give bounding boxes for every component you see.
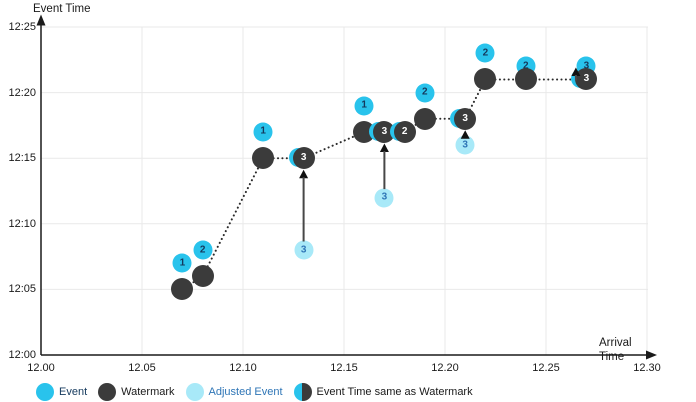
event-marker: 2 [415,83,435,103]
adjusted-marker: 3 [455,135,475,155]
legend-label-same-as-watermark: Event Time same as Watermark [316,386,473,398]
event-marker: 1 [253,122,273,142]
event-time-same-as-watermark-marker: 3 [288,147,315,170]
legend: Event Watermark Adjusted Event Event Tim… [36,383,473,401]
watermark-marker [514,68,537,91]
legend-label-adjusted-event: Adjusted Event [208,386,283,398]
event-legend-icon [36,383,54,401]
same-marker-number: 3 [292,147,315,170]
event-marker: 1 [172,253,192,273]
adjusted-marker: 3 [294,240,314,260]
x-tick-label: 12.30 [633,362,661,374]
adjusted-marker: 3 [374,188,394,208]
y-tick-label: 12:00 [8,349,36,361]
x-tick-label: 12.20 [431,362,459,374]
y-tick-label: 12:20 [8,86,36,99]
y-tick-label: 12:10 [8,217,36,230]
event-time-same-as-watermark-marker: 3 [450,107,477,130]
legend-label-event: Event [59,386,88,398]
x-tick-label: 12.25 [532,362,560,374]
legend-item-same-as-watermark: Event Time same as Watermark [293,383,473,401]
x-tick-label: 12.05 [128,362,156,374]
event-time-same-as-watermark-marker: 2 [389,120,416,143]
watermark-marker [252,147,275,170]
y-tick-label: 12:15 [8,152,36,165]
same-marker-number: 2 [393,120,416,143]
event-marker: 2 [193,240,213,260]
watermark-marker [413,107,436,130]
x-tick-label: 12.15 [330,362,358,374]
x-tick-label: 12.00 [27,362,55,374]
same-marker-number: 3 [575,68,598,91]
x-axis-title: Arrival Time [599,337,632,363]
legend-item-adjusted-event: Adjusted Event [185,383,283,401]
legend-item-watermark: Watermark [98,383,175,401]
legend-item-event: Event [36,383,87,401]
watermark-marker [474,68,497,91]
watermark-marker [171,278,194,301]
y-tick-label: 12:25 [8,21,36,33]
x-tick-label: 12.10 [229,362,257,374]
event-marker: 2 [475,43,495,63]
event-same-as-watermark-legend-icon [293,383,312,401]
watermark-marker [191,265,214,288]
event-marker: 1 [354,96,374,116]
adjusted-event-legend-icon [185,383,204,401]
legend-label-watermark: Watermark [121,386,175,398]
y-axis-title: Event Time [33,3,91,15]
same-marker-number: 3 [454,107,477,130]
y-tick-label: 12:05 [8,283,36,296]
watermark-legend-icon [98,383,117,401]
